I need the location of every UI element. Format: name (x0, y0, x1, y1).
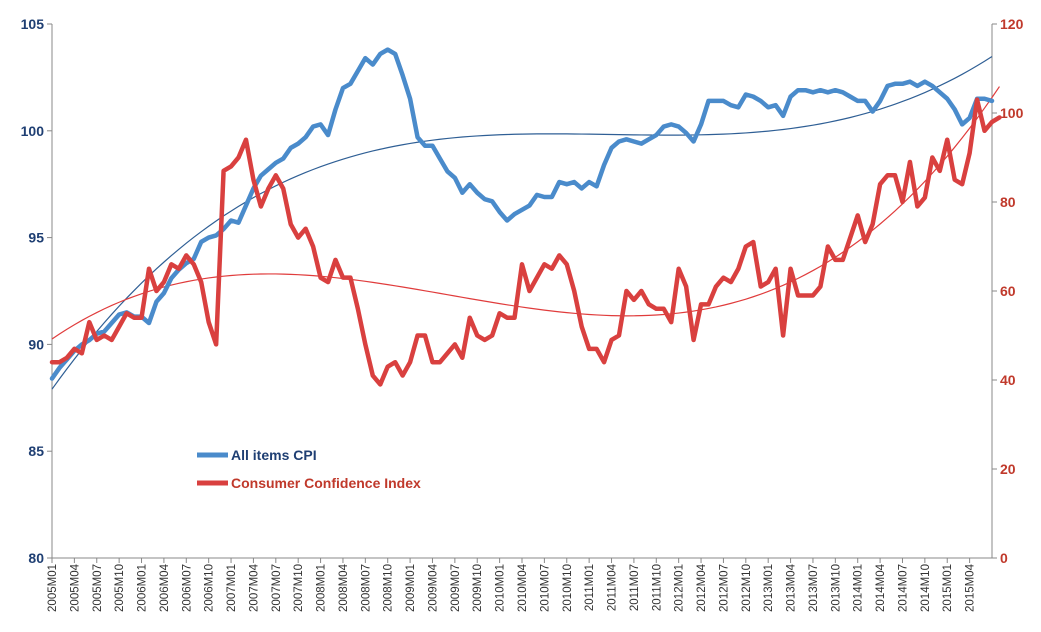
legend-label-cci: Consumer Confidence Index (231, 475, 421, 491)
x-tick-label: 2005M04 (69, 563, 81, 612)
x-tick-label: 2007M10 (293, 564, 305, 612)
x-tick-label: 2009M01 (405, 564, 417, 612)
x-tick-label: 2011M07 (629, 564, 641, 611)
x-tick-label: 2006M04 (159, 563, 171, 612)
plot-area (52, 24, 992, 558)
right-tick-label: 0 (1000, 550, 1008, 566)
left-tick-label: 105 (21, 16, 45, 32)
right-axis-ticks: 0 20 40 60 80 100 120 (992, 16, 1024, 566)
x-tick-label: 2006M10 (204, 564, 216, 612)
x-tick-label: 2015M04 (965, 563, 977, 612)
x-tick-label: 2005M07 (92, 564, 104, 612)
left-axis-ticks: 80 85 90 95 100 105 (21, 16, 52, 566)
trendline-cci (51, 86, 1000, 340)
trendline-cpi (51, 56, 993, 390)
x-tick-label: 2012M10 (741, 564, 753, 612)
x-tick-label: 2013M07 (808, 564, 820, 612)
x-axis-ticks: 2005M01 2005M04 2005M07 2005M10 2006M01 2006M… (47, 558, 977, 612)
x-tick-label: 2012M01 (674, 564, 686, 612)
x-tick-label: 2013M04 (786, 563, 798, 612)
x-tick-label: 2006M01 (137, 564, 149, 612)
x-tick-label: 2006M07 (181, 564, 193, 612)
x-tick-label: 2008M01 (316, 564, 328, 612)
x-tick-label: 2014M10 (920, 564, 932, 612)
trendlines (51, 56, 1000, 390)
legend-label-cpi: All items CPI (231, 447, 317, 463)
x-tick-label: 2012M07 (718, 564, 730, 612)
left-tick-label: 80 (28, 550, 44, 566)
x-tick-label: 2008M04 (338, 563, 350, 612)
x-tick-label: 2009M04 (427, 563, 439, 612)
x-tick-label: 2011M04 (607, 563, 619, 611)
x-tick-label: 2011M01 (584, 564, 596, 611)
plot-background (52, 24, 992, 558)
left-tick-label: 90 (28, 336, 44, 352)
x-tick-label: 2015M01 (942, 564, 954, 612)
left-tick-label: 100 (21, 123, 45, 139)
right-tick-label: 60 (1000, 283, 1016, 299)
x-tick-label: 2010M01 (495, 564, 507, 612)
series-lines (49, 47, 1002, 387)
left-tick-label: 85 (28, 443, 44, 459)
x-tick-label: 2013M10 (830, 564, 842, 612)
x-tick-label: 2009M10 (472, 564, 484, 612)
x-tick-label: 2011M10 (651, 564, 663, 611)
x-tick-label: 2008M10 (383, 564, 395, 612)
right-tick-label: 80 (1000, 194, 1016, 210)
x-tick-label: 2007M04 (248, 563, 260, 612)
x-tick-label: 2010M04 (517, 563, 529, 612)
left-tick-label: 95 (28, 230, 44, 246)
right-tick-label: 120 (1000, 16, 1024, 32)
x-tick-label: 2007M07 (271, 564, 283, 612)
x-tick-label: 2014M04 (875, 563, 887, 612)
x-tick-label: 2009M07 (450, 564, 462, 612)
x-tick-label: 2014M01 (853, 564, 865, 612)
x-tick-label: 2005M10 (114, 564, 126, 612)
series-line-cpi (49, 47, 995, 381)
legend: All items CPI Consumer Confidence Index (197, 447, 421, 491)
x-tick-label: 2008M07 (360, 564, 372, 612)
x-tick-label: 2012M04 (696, 563, 708, 612)
x-tick-label: 2010M10 (562, 564, 574, 612)
series-line-cci (49, 97, 1002, 387)
x-tick-label: 2013M01 (763, 564, 775, 612)
x-tick-label: 2007M01 (226, 564, 238, 612)
x-tick-label: 2005M01 (47, 564, 59, 612)
right-tick-label: 100 (1000, 105, 1024, 121)
x-tick-label: 2014M07 (897, 564, 909, 612)
x-tick-label: 2010M07 (539, 564, 551, 612)
right-tick-label: 40 (1000, 372, 1016, 388)
right-tick-label: 20 (1000, 461, 1016, 477)
